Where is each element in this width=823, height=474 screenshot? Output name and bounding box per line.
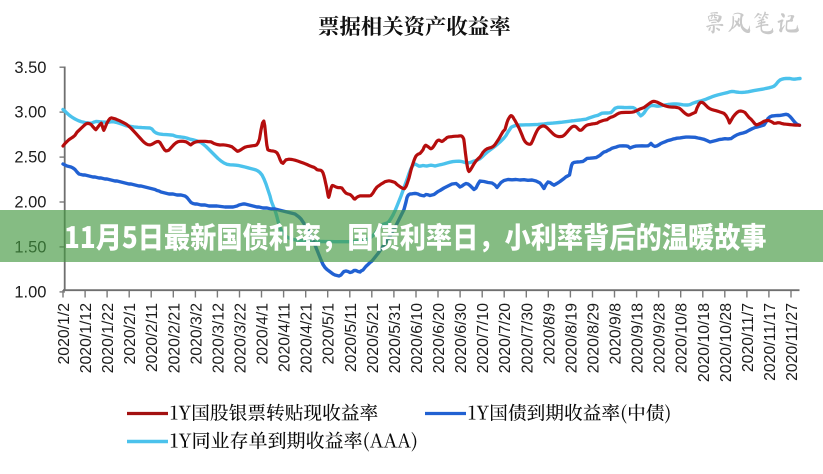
svg-text:1.00: 1.00 [14,284,46,302]
svg-text:2.50: 2.50 [14,149,46,167]
svg-text:2020/5/21: 2020/5/21 [365,303,382,373]
svg-text:2020/10/18: 2020/10/18 [696,303,713,382]
svg-text:2020/1/2: 2020/1/2 [56,303,73,365]
svg-text:2020/10/28: 2020/10/28 [718,303,735,382]
svg-text:2020/2/21: 2020/2/21 [166,303,183,373]
svg-text:2020/6/30: 2020/6/30 [453,303,470,373]
svg-text:2020/3/2: 2020/3/2 [188,303,205,365]
svg-text:2020/3/22: 2020/3/22 [233,303,250,373]
svg-text:2020/7/30: 2020/7/30 [519,303,536,373]
svg-text:2020/9/18: 2020/9/18 [630,303,647,373]
svg-text:2020/4/1: 2020/4/1 [255,303,272,365]
svg-text:2020/8/19: 2020/8/19 [563,303,580,373]
svg-text:2020/1/22: 2020/1/22 [100,303,117,373]
svg-text:2020/8/9: 2020/8/9 [541,303,558,365]
svg-text:2020/11/27: 2020/11/27 [784,303,801,381]
svg-text:2020/11/17: 2020/11/17 [762,303,779,381]
svg-text:2020/7/10: 2020/7/10 [475,303,492,373]
svg-text:2020/5/31: 2020/5/31 [387,303,404,373]
svg-text:2020/9/8: 2020/9/8 [608,303,625,365]
svg-text:2020/4/21: 2020/4/21 [299,303,316,373]
svg-text:2020/1/12: 2020/1/12 [78,303,95,373]
svg-text:2020/2/11: 2020/2/11 [144,303,161,372]
svg-text:2020/11/7: 2020/11/7 [740,303,757,372]
svg-text:2020/6/20: 2020/6/20 [431,303,448,373]
svg-text:2020/10/8: 2020/10/8 [674,303,691,373]
svg-text:2020/9/28: 2020/9/28 [652,303,669,373]
svg-text:2020/5/1: 2020/5/1 [321,303,338,365]
svg-text:2020/7/20: 2020/7/20 [497,303,514,373]
svg-text:3.00: 3.00 [14,104,46,122]
svg-text:3.50: 3.50 [14,59,46,77]
svg-text:2020/3/12: 2020/3/12 [210,303,227,373]
svg-text:2020/5/11: 2020/5/11 [343,303,360,372]
svg-text:2020/4/11: 2020/4/11 [277,303,294,372]
svg-text:2.00: 2.00 [14,194,46,212]
svg-text:2020/8/29: 2020/8/29 [586,303,603,373]
svg-text:2020/2/1: 2020/2/1 [122,303,139,365]
svg-text:2020/6/10: 2020/6/10 [409,303,426,373]
